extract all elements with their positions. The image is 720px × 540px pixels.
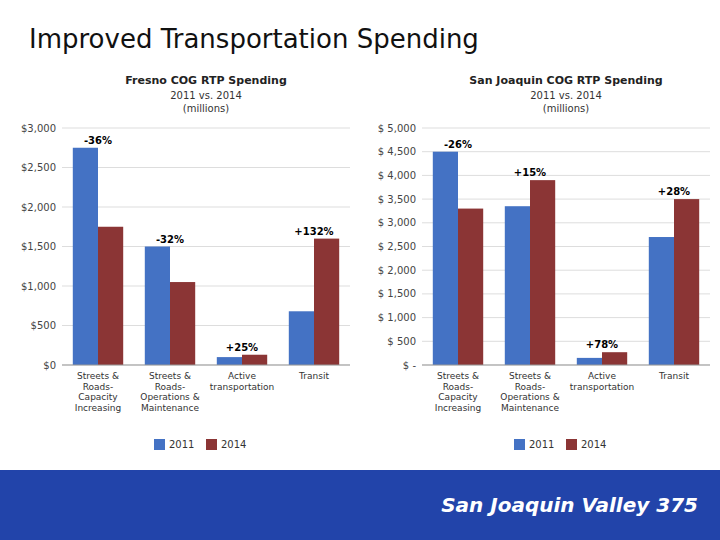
bar [577,358,602,365]
banner [0,470,720,540]
y-tick-label: $ 500 [387,336,416,347]
legend-label: 2011 [169,439,194,450]
page-title: Improved Transportation Spending [29,24,479,54]
y-tick-label: $500 [31,320,56,331]
bars [433,152,699,365]
legend: 2011 2014 [154,439,246,450]
grid-line [62,365,350,366]
y-tick-label: $ 3,500 [378,194,416,205]
bar [145,247,170,366]
y-tick-label: $1,500 [21,241,56,252]
x-tick-label: Streets &Roads-CapacityIncreasing [435,371,481,413]
chart-panel: San Joaquin COG RTP Spending 2011 vs. 201… [378,74,710,450]
bar [674,199,699,365]
x-tick-label: Transit [658,371,689,381]
bars [73,148,339,365]
annotation: +15% [514,167,546,178]
y-tick-label: $ 2,000 [378,265,416,276]
bar [289,311,314,365]
x-tick-label: Streets &Roads-CapacityIncreasing [75,371,121,413]
legend-swatch [154,439,165,450]
grid-line [62,207,350,208]
legend-label: 2011 [529,439,554,450]
bar [73,148,98,365]
y-tick-label: $ 1,500 [378,288,416,299]
y-tick-label: $ 4,000 [378,170,416,181]
annotation: +132% [294,226,333,237]
bar [505,206,530,365]
y-tick-label: $ 1,000 [378,312,416,323]
bar [98,227,123,365]
y-tick-label: $ 5,000 [378,123,416,134]
grid-line [422,151,710,152]
chart-title: San Joaquin COG RTP Spending [469,74,662,87]
annotation: -26% [444,139,472,150]
grid-line [62,128,350,129]
chart-panel: Fresno COG RTP Spending 2011 vs. 2014 (mil… [21,74,350,450]
x-tick-label: Transit [298,371,329,381]
y-tick-label: $3,000 [21,123,56,134]
bar [314,239,339,365]
legend-swatch [206,439,217,450]
y-tick-label: $2,500 [21,162,56,173]
bar [242,355,267,365]
legend: 2011 2014 [514,439,606,450]
chart-subtitle: (millions) [183,103,229,114]
chart-subtitle: 2011 vs. 2014 [530,90,602,101]
grid-line [422,365,710,366]
chart-subtitle: (millions) [543,103,589,114]
x-tick-label: Activetransportation [570,371,634,392]
x-axis-line [62,365,350,366]
bar [649,237,674,365]
legend-label: 2014 [581,439,606,450]
annotation: -36% [84,135,112,146]
chart-title: Fresno COG RTP Spending [125,74,287,87]
y-tick-label: $1,000 [21,281,56,292]
grid-line [422,128,710,129]
annotation: +28% [658,186,690,197]
y-tick-label: $ 2,500 [378,241,416,252]
chart-canvas: Improved Transportation Spending San Joaq… [0,0,720,540]
legend-swatch [514,439,525,450]
bar [458,209,483,365]
x-tick-label: Activetransportation [210,371,274,392]
grid-line [422,175,710,176]
y-tick-label: $2,000 [21,202,56,213]
y-tick-label: $0 [43,360,56,371]
grid-line [62,167,350,168]
banner-text: San Joaquin Valley 375 [441,493,698,517]
y-tick-label: $ 3,000 [378,217,416,228]
x-tick-label: Streets &Roads-Operations &Maintenance [500,371,559,413]
bar [217,357,242,365]
chart-subtitle: 2011 vs. 2014 [170,90,242,101]
bar [530,180,555,365]
bar [433,152,458,365]
legend-label: 2014 [221,439,246,450]
annotation: -32% [156,234,184,245]
legend-swatch [566,439,577,450]
y-tick-label: $ 4,500 [378,146,416,157]
background [0,0,720,540]
annotation: +78% [586,339,618,350]
annotation: +25% [226,342,258,353]
x-tick-label: Streets &Roads-Operations &Maintenance [140,371,199,413]
y-tick-label: $ - [403,360,417,371]
grid-line [422,199,710,200]
bar [602,352,627,365]
bar [170,282,195,365]
x-axis-line [422,365,710,366]
